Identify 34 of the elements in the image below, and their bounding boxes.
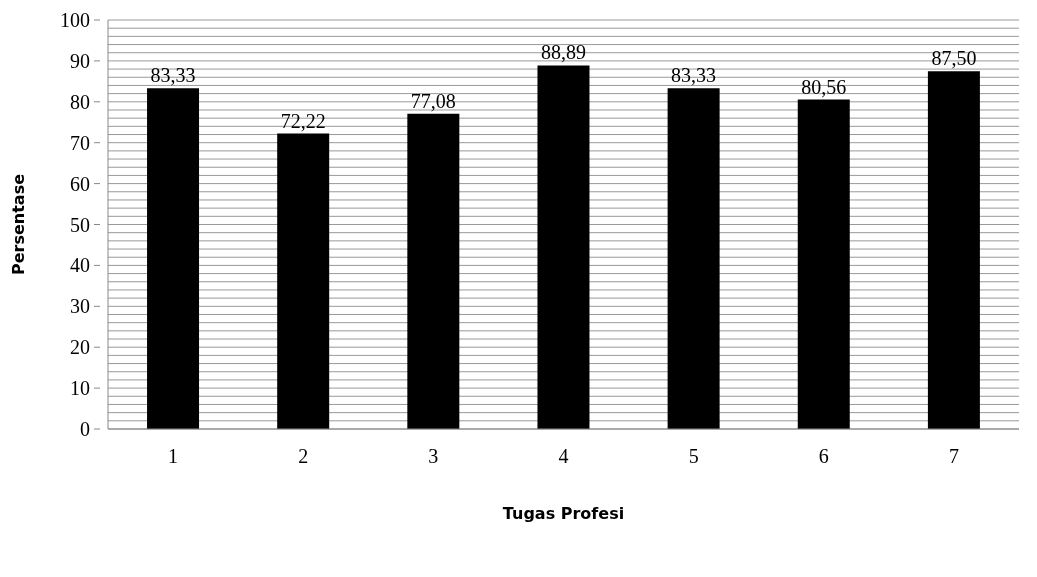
y-tick-label: 100 [60,9,90,31]
x-tick-label: 1 [168,445,179,468]
data-label: 83,33 [671,64,717,87]
y-tick-label: 10 [70,377,90,400]
data-label: 87,50 [931,47,977,70]
x-tick-label: 3 [428,445,439,468]
y-tick-label: 90 [70,49,90,72]
y-axis-title: Persentase [8,173,28,276]
y-tick-label: 60 [70,172,90,195]
x-tick-label: 2 [298,445,309,468]
x-axis-title: Tugas Profesi [502,504,625,523]
y-tick-label: 50 [70,213,90,236]
y-tick-label: 70 [70,131,90,154]
x-tick-label: 5 [688,445,699,468]
bar [667,88,720,429]
bar [797,99,850,429]
y-tick-label: 0 [80,418,90,440]
y-tick-label: 30 [70,295,90,318]
data-label: 83,33 [150,64,196,87]
y-tick-label: 40 [70,254,90,277]
bar [537,65,590,429]
bar [277,133,330,429]
data-label: 80,56 [801,75,847,98]
data-label: 77,08 [410,89,456,112]
bar [927,71,980,429]
x-tick-label: 6 [818,445,829,468]
x-tick-label: 4 [558,445,569,468]
data-label: 72,22 [280,109,326,132]
y-tick-label: 20 [70,336,90,359]
bar [147,88,200,429]
data-label: 88,89 [540,41,586,64]
x-tick-label: 7 [948,445,959,468]
bar [407,113,460,429]
y-tick-label: 80 [70,90,90,113]
